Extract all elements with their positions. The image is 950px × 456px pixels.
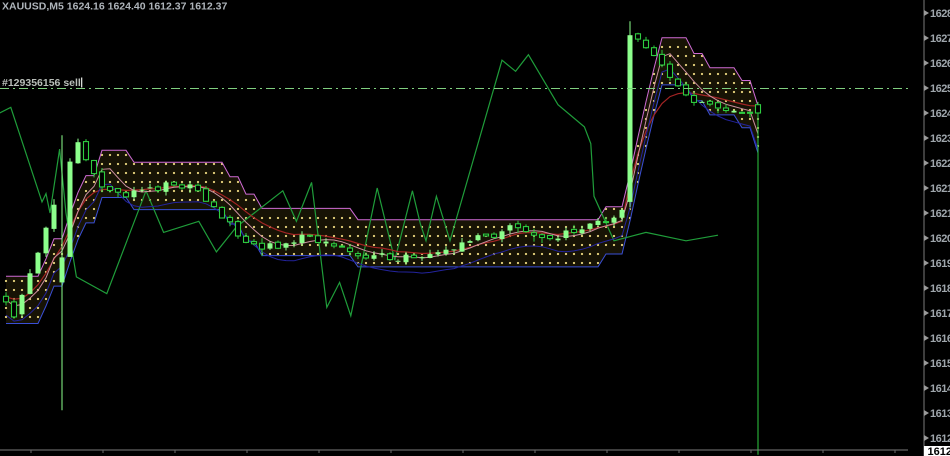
svg-text:1628.2: 1628.2 [930,8,950,20]
svg-text:1622.8: 1622.8 [930,158,950,170]
svg-text:1627.3: 1627.3 [930,33,950,45]
svg-text:1615.6: 1615.6 [930,358,950,370]
svg-text:1613.8: 1613.8 [930,408,950,420]
svg-text:1612.9: 1612.9 [930,433,950,445]
svg-text:1616.5: 1616.5 [930,333,950,345]
svg-text:#129356156 sell: #129356156 sell [2,77,81,89]
svg-text:1617.4: 1617.4 [930,308,950,320]
svg-text:1612.3: 1612.3 [928,446,950,456]
svg-text:1623.7: 1623.7 [930,133,950,145]
svg-text:XAUUSD,M5 1624.16 1624.40 161: XAUUSD,M5 1624.16 1624.40 1612.37 1612.3… [2,1,227,13]
svg-text:1621.9: 1621.9 [930,183,950,195]
svg-text:1618.3: 1618.3 [930,283,950,295]
svg-text:1620.1: 1620.1 [930,233,950,245]
svg-text:1619.2: 1619.2 [930,258,950,270]
svg-text:1626.4: 1626.4 [930,58,950,70]
svg-text:1621.0: 1621.0 [930,208,950,220]
svg-text:1614.7: 1614.7 [930,383,950,395]
svg-text:1625.5: 1625.5 [930,83,950,95]
svg-text:1624.6: 1624.6 [930,108,950,120]
